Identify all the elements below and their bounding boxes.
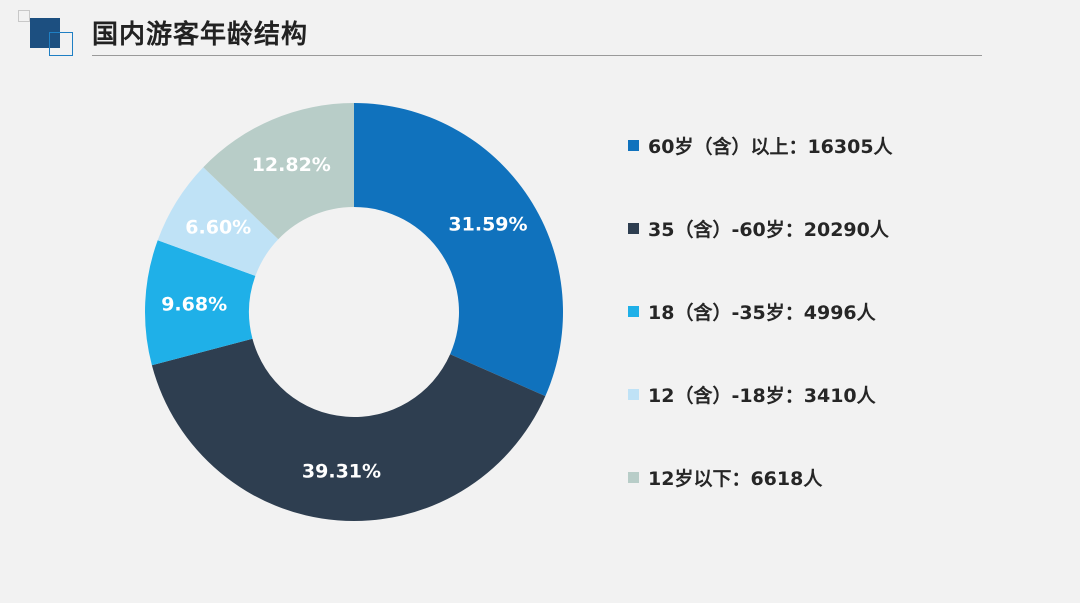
donut-slice-4	[157, 167, 279, 276]
logo-square	[30, 18, 60, 48]
legend-swatch	[628, 222, 639, 234]
legend-swatch	[628, 305, 639, 317]
legend-item: 12岁以下：6618人	[628, 462, 893, 492]
legend-label: 18（含）-35岁：4996人	[648, 301, 876, 324]
chart-legend: 60岁（含）以上：16305人 35（含）-60岁：20290人 18（含）-3…	[628, 130, 893, 545]
slice-percentage-label: 31.59%	[448, 214, 527, 236]
donut-slice-3	[144, 240, 256, 366]
slice-percentage-label: 6.60%	[185, 216, 251, 238]
donut-slice-2	[151, 338, 546, 521]
logo-outline-large	[49, 32, 73, 56]
legend-label: 12（含）-18岁：3410人	[648, 384, 876, 407]
legend-swatch	[628, 388, 639, 400]
logo-outline-small	[18, 10, 30, 22]
title-underline	[92, 55, 982, 56]
donut-slice-1	[354, 103, 564, 397]
page-title: 国内游客年龄结构	[92, 20, 309, 50]
slice-percentage-label: 12.82%	[252, 154, 331, 176]
legend-label: 60岁（含）以上：16305人	[648, 135, 893, 158]
legend-item: 12（含）-18岁：3410人	[628, 379, 893, 409]
legend-label: 12岁以下：6618人	[648, 467, 823, 490]
slice-percentage-label: 39.31%	[302, 461, 381, 483]
logo-squares	[18, 10, 78, 60]
legend-label: 35（含）-60岁：20290人	[648, 218, 889, 241]
donut-slice-5	[203, 103, 354, 240]
legend-swatch	[628, 471, 639, 483]
legend-item: 35（含）-60岁：20290人	[628, 213, 893, 243]
slice-percentage-label: 9.68%	[161, 294, 227, 316]
legend-swatch	[628, 139, 639, 151]
legend-item: 18（含）-35岁：4996人	[628, 296, 893, 326]
legend-item: 60岁（含）以上：16305人	[628, 130, 893, 160]
